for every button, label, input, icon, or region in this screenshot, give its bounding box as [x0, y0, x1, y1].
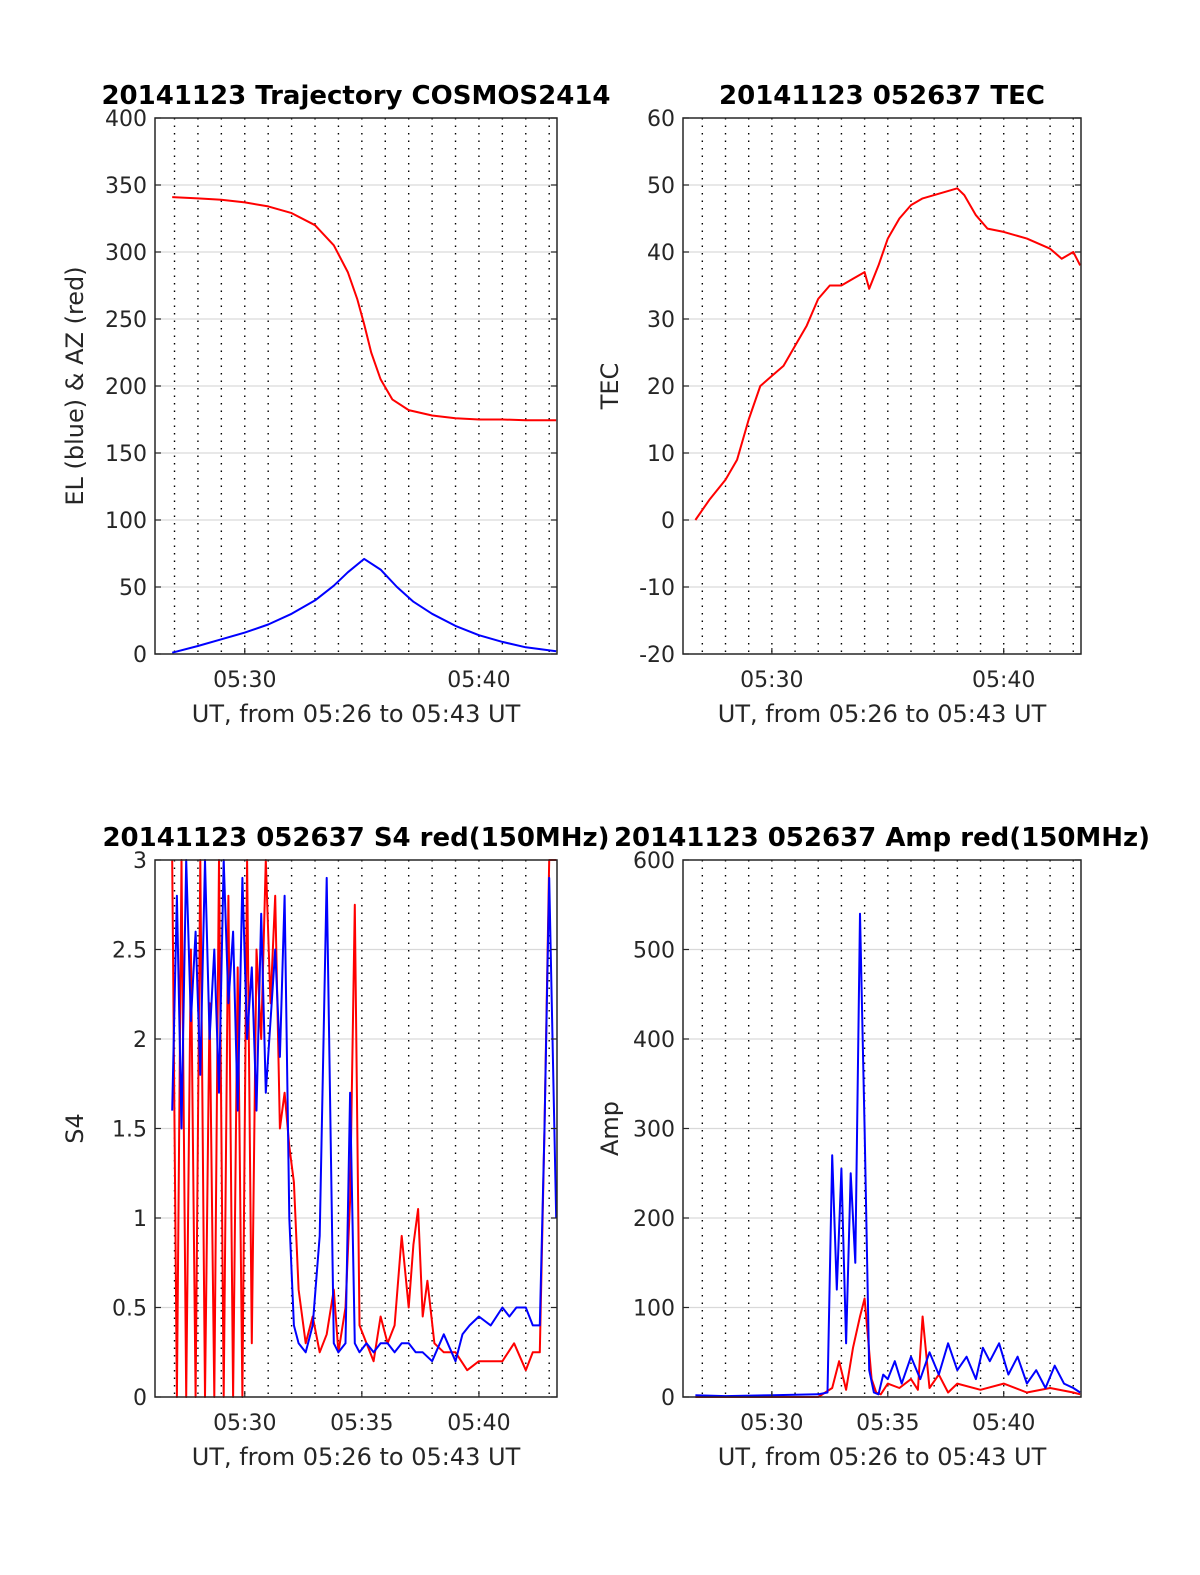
- y-axis-label: TEC: [596, 363, 624, 411]
- x-axis-label: UT, from 05:26 to 05:43 UT: [192, 1443, 521, 1471]
- y-tick-label: 400: [633, 1028, 675, 1053]
- y-tick-label: 0: [133, 1386, 147, 1411]
- y-tick-label: 0: [133, 643, 147, 668]
- series-blue-line: [171, 859, 558, 1363]
- y-tick-label: 300: [633, 1118, 675, 1143]
- y-tick-label: 100: [633, 1297, 675, 1322]
- y-tick-label: 50: [647, 174, 675, 199]
- y-tick-label: 200: [633, 1207, 675, 1232]
- y-axis-label: S4: [61, 1113, 89, 1144]
- x-tick-label: 05:30: [213, 668, 276, 693]
- y-tick-label: 20: [647, 375, 675, 400]
- y-tick-label: 300: [105, 241, 147, 266]
- x-tick-label: 05:40: [972, 1411, 1035, 1436]
- y-tick-label: 40: [647, 241, 675, 266]
- series-blue-line: [695, 912, 1081, 1398]
- y-tick-label: 10: [647, 442, 675, 467]
- y-tick-label: 1: [133, 1207, 147, 1232]
- y-tick-label: 0: [661, 1386, 675, 1411]
- y-tick-label: 200: [105, 375, 147, 400]
- chart-title: 20141123 052637 S4 red(150MHz): [102, 823, 609, 853]
- series-red-line: [694, 187, 1082, 521]
- series-blue-line: [171, 557, 557, 654]
- y-tick-label: 600: [633, 849, 675, 874]
- y-tick-label: 60: [647, 107, 675, 132]
- y-tick-label: 350: [105, 174, 147, 199]
- y-tick-label: 50: [119, 576, 147, 601]
- chart-s4: 0 0.5 1 1.5 2 2.5 3 05:30 05:35 05:40 20141123 052…: [61, 823, 610, 1471]
- x-axis-label: UT, from 05:26 to 05:43 UT: [192, 700, 521, 728]
- x-tick-label: 05:40: [972, 668, 1035, 693]
- chart-trajectory: 0 50 100 150 200 250 300 350 400 05:30 05:40 201411…: [61, 81, 611, 728]
- y-tick-label: 400: [105, 107, 147, 132]
- y-tick-label: 150: [105, 442, 147, 467]
- y-tick-label: 2.5: [112, 939, 147, 964]
- y-tick-label: 100: [105, 509, 147, 534]
- chart-title: 20141123 Trajectory COSMOS2414: [101, 81, 610, 111]
- x-tick-label: 05:35: [330, 1411, 393, 1436]
- x-tick-label: 05:30: [213, 1411, 276, 1436]
- x-tick-label: 05:35: [856, 1411, 919, 1436]
- y-tick-label: 2: [133, 1028, 147, 1053]
- x-tick-label: 05:30: [740, 1411, 803, 1436]
- y-tick-label: -10: [639, 576, 675, 601]
- x-tick-label: 05:40: [447, 1411, 510, 1436]
- y-axis-label: EL (blue) & AZ (red): [61, 266, 89, 505]
- x-axis-label: UT, from 05:26 to 05:43 UT: [718, 700, 1047, 728]
- y-tick-label: 0.5: [112, 1297, 147, 1322]
- chart-amp: 0 100 200 300 400 500 600 05:30 05:35 05:40 201411…: [596, 823, 1150, 1471]
- chart-tec: -20 -10 0 10 20 30 40 50 60 05:30 05:40 20141123 05…: [596, 81, 1082, 728]
- y-tick-label: 30: [647, 308, 675, 333]
- chart-title: 20141123 052637 Amp red(150MHz): [614, 823, 1150, 853]
- series-red-line: [172, 196, 557, 422]
- x-tick-label: 05:40: [447, 668, 510, 693]
- y-tick-label: 500: [633, 939, 675, 964]
- y-tick-label: 3: [133, 849, 147, 874]
- y-axis-label: Amp: [596, 1101, 624, 1156]
- y-tick-label: 1.5: [112, 1118, 147, 1143]
- series-red-line: [695, 1297, 1081, 1398]
- chart-title: 20141123 052637 TEC: [719, 81, 1045, 111]
- x-axis-label: UT, from 05:26 to 05:43 UT: [718, 1443, 1047, 1471]
- x-tick-label: 05:30: [740, 668, 803, 693]
- y-tick-label: -20: [639, 643, 675, 668]
- y-tick-label: 0: [661, 509, 675, 534]
- y-tick-label: 250: [105, 308, 147, 333]
